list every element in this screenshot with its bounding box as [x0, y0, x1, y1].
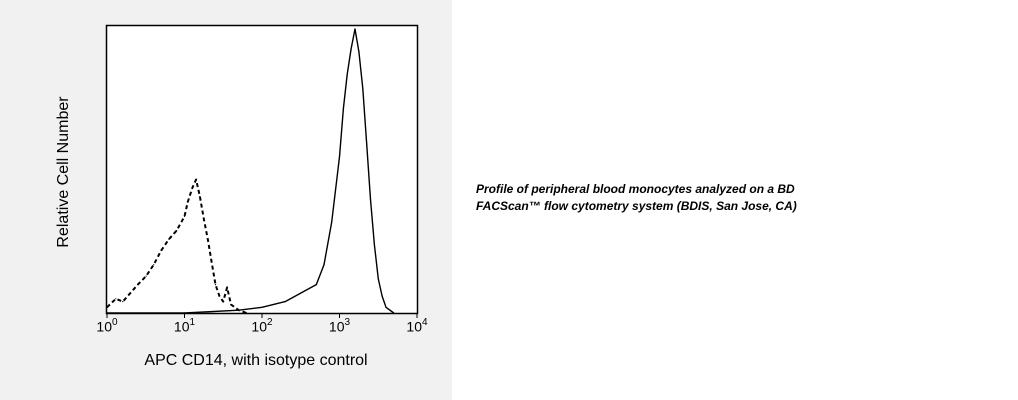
data-point — [183, 215, 186, 217]
data-point — [207, 238, 209, 240]
data-point — [176, 230, 178, 232]
data-point — [115, 298, 117, 300]
x-tick-label: 103 — [328, 317, 351, 335]
x-tick-exponent: 3 — [344, 317, 351, 328]
data-point — [195, 178, 197, 181]
data-point — [354, 28, 356, 30]
x-tick-base: 10 — [328, 318, 345, 335]
data-point — [261, 306, 263, 308]
data-point — [106, 312, 108, 314]
data-point — [160, 249, 162, 252]
x-tick-label: 101 — [173, 317, 196, 335]
data-point — [153, 264, 155, 266]
figure-caption: Profile of peripheral blood monocytes an… — [476, 181, 896, 215]
x-tick-exponent: 2 — [267, 317, 273, 328]
x-tick-exponent: 0 — [112, 317, 118, 328]
data-point — [145, 275, 147, 277]
x-tick-base: 10 — [251, 318, 268, 335]
data-point — [168, 238, 170, 240]
x-tick-exponent: 1 — [189, 317, 196, 328]
data-point — [187, 201, 189, 203]
data-point — [284, 301, 286, 303]
data-point — [342, 107, 344, 110]
x-tick-base: 10 — [173, 318, 190, 335]
x-tick-label: 104 — [406, 317, 428, 335]
data-point — [393, 312, 395, 314]
plot-frame — [105, 24, 419, 315]
x-tick-label: 102 — [251, 317, 273, 335]
data-point — [137, 284, 139, 286]
data-point — [191, 187, 193, 189]
data-point — [369, 198, 372, 200]
caption-line-1: Profile of peripheral blood monocytes an… — [476, 182, 795, 196]
data-point — [222, 301, 224, 303]
data-point — [338, 156, 341, 158]
data-point — [226, 286, 228, 288]
data-point — [366, 142, 368, 144]
data-point — [211, 261, 213, 263]
figure-panel: Relative Cell Number APC CD14, with isot… — [0, 0, 452, 400]
data-point — [238, 309, 240, 311]
data-point — [385, 306, 387, 308]
data-point — [346, 73, 348, 75]
data-point — [300, 292, 302, 294]
x-axis-label: APC CD14, with isotype control — [144, 352, 368, 369]
data-point — [203, 218, 205, 220]
data-point — [230, 303, 232, 306]
data-point — [106, 306, 108, 308]
x-tick-exponent: 4 — [422, 317, 428, 328]
data-point — [362, 88, 364, 90]
x-tick-label: 100 — [96, 317, 118, 335]
data-point — [373, 244, 375, 246]
data-point — [129, 292, 131, 294]
data-point — [183, 312, 186, 314]
x-axis-ticks — [106, 313, 418, 318]
data-point — [358, 51, 360, 53]
data-point — [323, 264, 325, 266]
data-point — [350, 48, 352, 50]
series-layer — [106, 28, 395, 314]
data-point — [381, 295, 383, 297]
data-point — [122, 301, 124, 303]
data-point — [331, 221, 333, 223]
y-axis-label: Relative Cell Number — [55, 96, 72, 248]
data-point — [315, 284, 317, 286]
data-point — [199, 196, 201, 198]
x-tick-base: 10 — [96, 318, 113, 335]
data-point — [377, 278, 379, 280]
data-point — [218, 295, 220, 297]
data-point — [214, 284, 217, 286]
caption-line-2: FACScan™ flow cytometry system (BDIS, Sa… — [476, 199, 797, 213]
data-point — [245, 312, 248, 314]
histogram-chart — [105, 24, 419, 318]
x-tick-base: 10 — [406, 318, 423, 335]
